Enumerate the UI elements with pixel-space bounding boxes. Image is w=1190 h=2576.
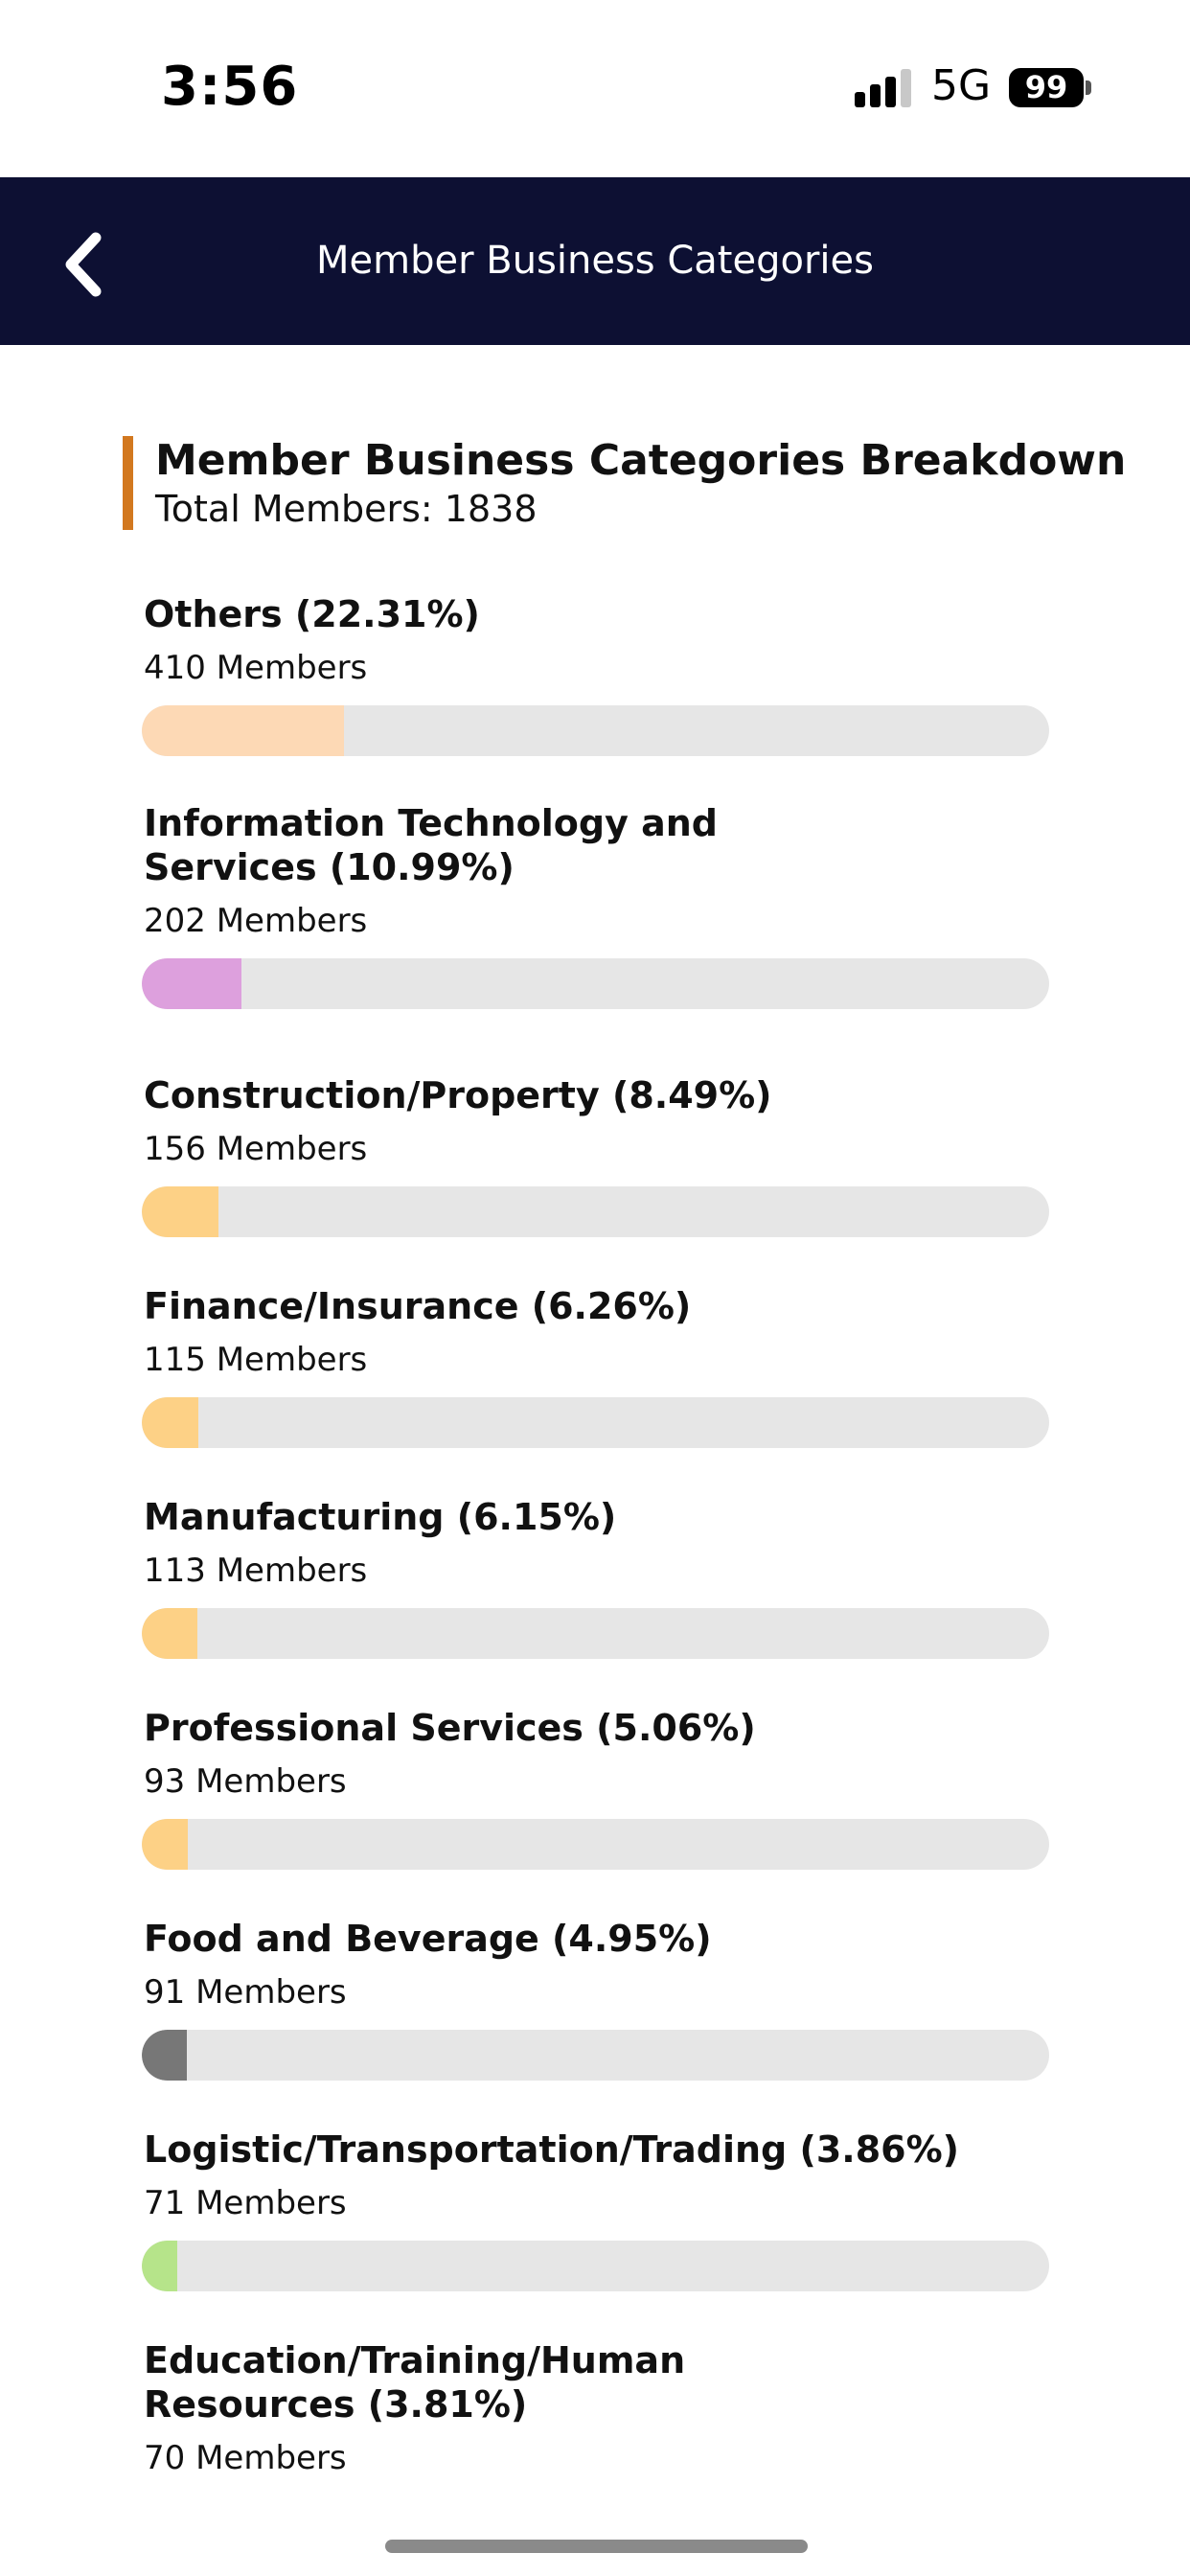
progress-fill bbox=[142, 1186, 219, 1237]
progress-fill bbox=[142, 958, 242, 1009]
battery-tip bbox=[1086, 80, 1091, 95]
category-name: Logistic/Transportation/Trading (3.86%) bbox=[144, 2128, 960, 2171]
category-count: 91 Members bbox=[144, 1973, 347, 2012]
progress-fill bbox=[142, 1819, 188, 1870]
progress-fill bbox=[142, 2241, 177, 2291]
app-header: Member Business Categories bbox=[0, 177, 1190, 345]
accent-bar bbox=[123, 436, 133, 530]
category-name: Professional Services (5.06%) bbox=[144, 1707, 756, 1749]
signal-icon bbox=[855, 69, 912, 107]
page-title: Member Business Categories bbox=[316, 239, 874, 283]
progress-track bbox=[142, 958, 1049, 1009]
category-count: 113 Members bbox=[144, 1552, 368, 1590]
progress-track bbox=[142, 2030, 1049, 2081]
category-count: 93 Members bbox=[144, 1762, 347, 1801]
category-item: Construction/Property (8.49%) 156 Members bbox=[142, 1073, 1054, 1237]
status-bar: 3:56 5G 99 bbox=[0, 0, 1190, 177]
category-count: 410 Members bbox=[144, 649, 368, 687]
progress-track bbox=[142, 2241, 1049, 2291]
home-indicator bbox=[385, 2540, 808, 2553]
category-name: Others (22.31%) bbox=[144, 593, 480, 635]
battery-icon: 99 bbox=[1009, 68, 1084, 107]
category-name: Finance/Insurance (6.26%) bbox=[144, 1285, 692, 1327]
status-time: 3:56 bbox=[161, 56, 299, 118]
progress-track bbox=[142, 705, 1049, 756]
network-type: 5G bbox=[931, 61, 992, 110]
category-count: 70 Members bbox=[144, 2439, 347, 2477]
category-item: Education/Training/Human Resources (3.81… bbox=[144, 2338, 1054, 2478]
category-item: Professional Services (5.06%) 93 Members bbox=[142, 1706, 1054, 1870]
breakdown-title: Member Business Categories Breakdown bbox=[155, 436, 1127, 485]
category-item: Others (22.31%) 410 Members bbox=[142, 592, 1054, 756]
category-item: Food and Beverage (4.95%) 91 Members bbox=[142, 1917, 1054, 2081]
chevron-left-icon bbox=[65, 232, 102, 297]
progress-fill bbox=[142, 705, 345, 756]
category-item: Manufacturing (6.15%) 113 Members bbox=[142, 1495, 1054, 1659]
category-name: Information Technology and Services (10.… bbox=[144, 802, 719, 888]
progress-fill bbox=[142, 1397, 199, 1448]
progress-track bbox=[142, 1186, 1049, 1237]
progress-track bbox=[142, 1397, 1049, 1448]
category-name: Manufacturing (6.15%) bbox=[144, 1496, 617, 1538]
category-count: 156 Members bbox=[144, 1130, 368, 1168]
progress-fill bbox=[142, 1608, 198, 1659]
progress-track bbox=[142, 1819, 1049, 1870]
progress-fill bbox=[142, 2030, 187, 2081]
category-count: 115 Members bbox=[144, 1341, 368, 1379]
back-button[interactable] bbox=[48, 218, 125, 305]
category-count: 202 Members bbox=[144, 902, 368, 940]
category-name: Food and Beverage (4.95%) bbox=[144, 1918, 712, 1960]
total-members: Total Members: 1838 bbox=[155, 488, 538, 530]
progress-track bbox=[142, 1608, 1049, 1659]
category-name: Construction/Property (8.49%) bbox=[144, 1074, 772, 1116]
category-name: Education/Training/Human Resources (3.81… bbox=[144, 2339, 686, 2426]
category-item: Finance/Insurance (6.26%) 115 Members bbox=[142, 1284, 1054, 1448]
category-item: Logistic/Transportation/Trading (3.86%) 7… bbox=[142, 2128, 1054, 2291]
category-item: Information Technology and Services (10.… bbox=[142, 801, 1054, 1009]
category-count: 71 Members bbox=[144, 2184, 347, 2222]
